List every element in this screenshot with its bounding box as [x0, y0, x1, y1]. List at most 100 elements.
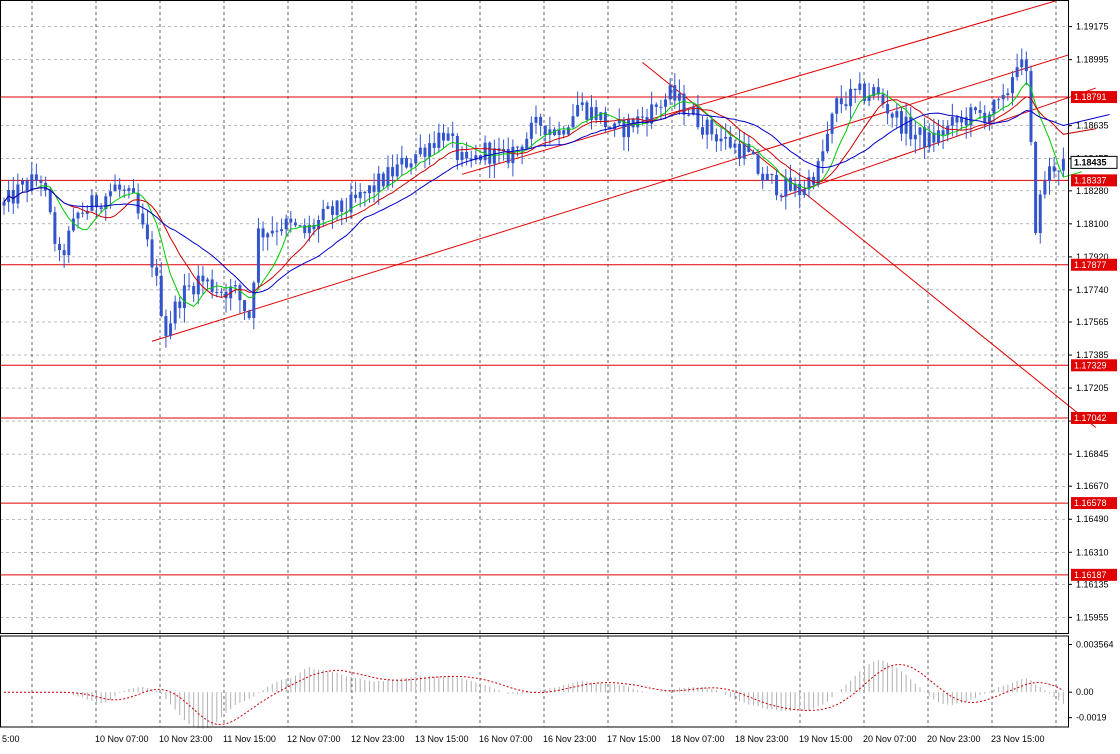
candle-body [645, 117, 649, 124]
candle-body [377, 173, 381, 192]
candle-body [118, 184, 122, 190]
candle-body [340, 200, 344, 212]
price-tick-label: 1.16490 [1076, 514, 1109, 524]
candle-body [798, 183, 802, 196]
candle-body [164, 316, 168, 336]
candle-body [391, 167, 395, 177]
time-tick-label: 12 Nov 07:00 [287, 734, 341, 744]
candle-body [1024, 59, 1028, 72]
level-label: 1.17877 [1074, 260, 1107, 270]
candle-body [775, 175, 779, 196]
candle-body [534, 116, 538, 123]
main-frame [0, 0, 1069, 634]
level-label: 1.17329 [1074, 360, 1107, 370]
candle-body [178, 301, 182, 309]
candle-body [765, 173, 769, 181]
candle-body [687, 114, 691, 116]
candle-body [816, 161, 820, 185]
candle-body [39, 180, 43, 183]
candle-body [34, 174, 38, 181]
candle-body [145, 224, 149, 240]
price-tick-label: 1.17740 [1076, 285, 1109, 295]
candle-body [381, 173, 385, 187]
candle-body [474, 155, 478, 161]
candle-body [608, 127, 612, 130]
time-tick-label: 18 Nov 07:00 [671, 734, 725, 744]
candles [2, 48, 1065, 348]
trendline [642, 61, 1097, 428]
candle-body [576, 104, 580, 117]
candle-body [418, 147, 422, 155]
candle-body [363, 191, 367, 194]
candle-body [881, 94, 885, 105]
time-tick-label: 19 Nov 15:00 [799, 734, 853, 744]
candle-body [747, 143, 751, 153]
candle-body [44, 182, 48, 191]
trendlines [151, 0, 1097, 428]
candle-body [275, 230, 279, 232]
candle-body [603, 112, 607, 128]
candle-body [580, 102, 584, 105]
candle-body [719, 138, 723, 142]
candle-body [756, 154, 760, 174]
candle-body [673, 85, 677, 101]
candle-body [446, 133, 450, 141]
candle-body [969, 107, 973, 126]
candle-body [682, 93, 686, 115]
candle-body [455, 135, 459, 160]
candle-body [946, 125, 950, 136]
candle-body [858, 83, 862, 91]
price-tick-label: 1.17385 [1076, 350, 1109, 360]
time-axis: 5:00 10 Nov 07:00 10 Nov 23:00 11 Nov 15:00… [2, 734, 1045, 744]
candle-body [548, 129, 552, 135]
candle-body [539, 116, 543, 126]
candle-body [599, 112, 603, 120]
candle-body [668, 85, 672, 100]
candle-body [104, 196, 108, 210]
candle-body [270, 230, 274, 234]
candle-body [590, 107, 594, 120]
price-tick-label: 1.17920 [1076, 252, 1109, 262]
candle-body [594, 107, 598, 120]
candle-body [904, 116, 908, 134]
candle-body [613, 123, 617, 130]
candle-body [1061, 159, 1065, 171]
candle-body [252, 282, 256, 319]
candle-body [95, 195, 99, 208]
candle-body [849, 88, 853, 107]
candle-body [280, 229, 284, 232]
candle-body [289, 218, 293, 223]
candle-body [793, 183, 797, 191]
candle-body [784, 177, 788, 197]
indicator-tick-label: -0.0019 [1076, 713, 1107, 723]
candle-body [862, 83, 866, 101]
level-label-box [1071, 497, 1117, 510]
candle-body [506, 148, 510, 164]
candle-body [2, 202, 6, 206]
price-tick-label: 1.16135 [1076, 579, 1109, 589]
candle-body [409, 163, 413, 168]
candle-body [372, 185, 376, 192]
candle-body [844, 104, 848, 107]
candle-body [108, 191, 112, 197]
time-tick-label: 10 Nov 07:00 [95, 734, 149, 744]
price-tick-label: 1.16845 [1076, 449, 1109, 459]
candle-body [1029, 71, 1033, 142]
candle-body [312, 224, 316, 230]
candle-body [469, 158, 473, 161]
candle-body [386, 167, 390, 187]
candle-body [950, 117, 954, 126]
candle-body [724, 136, 728, 139]
candle-body [1043, 180, 1047, 195]
candle-body [293, 222, 297, 226]
candle-body [899, 111, 903, 134]
candle-body [90, 195, 94, 211]
candle-body [913, 134, 917, 140]
candle-body [488, 142, 492, 164]
candle-body [788, 177, 792, 191]
moving-averages [3, 81, 1110, 308]
candle-body [640, 116, 644, 118]
candle-body [821, 151, 825, 162]
candle-body [992, 99, 996, 115]
